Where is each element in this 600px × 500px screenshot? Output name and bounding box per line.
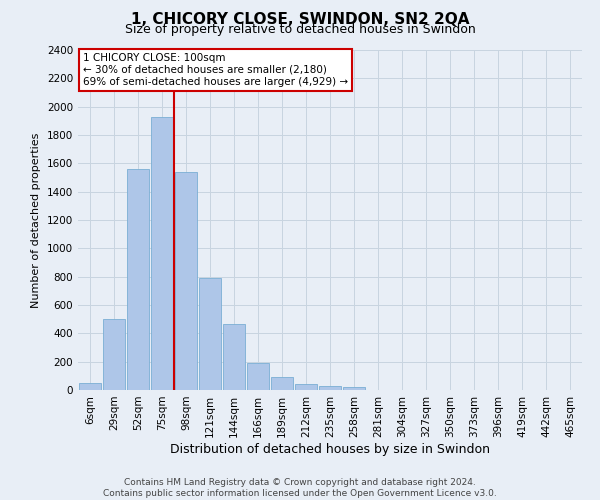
Bar: [343, 387, 365, 390]
Bar: [271, 378, 293, 390]
Bar: [151, 116, 173, 390]
Bar: [319, 386, 341, 390]
Bar: [295, 384, 317, 390]
Text: 1, CHICORY CLOSE, SWINDON, SN2 2QA: 1, CHICORY CLOSE, SWINDON, SN2 2QA: [131, 12, 469, 28]
Bar: [175, 172, 197, 390]
Text: 1 CHICORY CLOSE: 100sqm
← 30% of detached houses are smaller (2,180)
69% of semi: 1 CHICORY CLOSE: 100sqm ← 30% of detache…: [83, 54, 348, 86]
Bar: [127, 169, 149, 390]
Y-axis label: Number of detached properties: Number of detached properties: [31, 132, 41, 308]
X-axis label: Distribution of detached houses by size in Swindon: Distribution of detached houses by size …: [170, 442, 490, 456]
Bar: [223, 324, 245, 390]
Text: Contains HM Land Registry data © Crown copyright and database right 2024.
Contai: Contains HM Land Registry data © Crown c…: [103, 478, 497, 498]
Text: Size of property relative to detached houses in Swindon: Size of property relative to detached ho…: [125, 22, 475, 36]
Bar: [247, 363, 269, 390]
Bar: [103, 319, 125, 390]
Bar: [199, 278, 221, 390]
Bar: [79, 383, 101, 390]
